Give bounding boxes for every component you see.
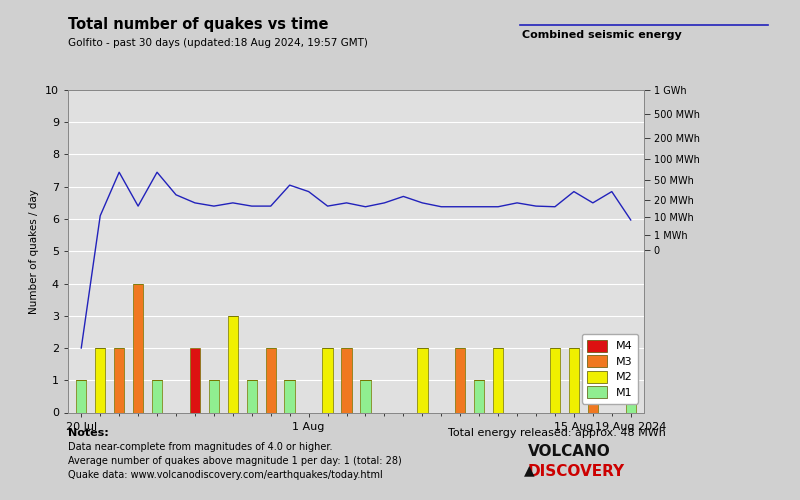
Bar [322,348,333,412]
Bar [569,348,579,412]
Text: Data near-complete from magnitudes of 4.0 or higher.: Data near-complete from magnitudes of 4.… [68,442,333,452]
Bar [190,348,200,412]
Bar [76,380,86,412]
Bar [417,348,427,412]
Bar [246,380,257,412]
Text: Quake data: www.volcanodiscovery.com/earthquakes/today.html: Quake data: www.volcanodiscovery.com/ear… [68,470,382,480]
Bar [228,316,238,412]
Bar [152,380,162,412]
Bar [493,348,503,412]
Text: Total energy released: approx. 48 MWh: Total energy released: approx. 48 MWh [448,428,666,438]
Bar [474,380,484,412]
Text: Average number of quakes above magnitude 1 per day: 1 (total: 28): Average number of quakes above magnitude… [68,456,402,466]
Bar [209,380,219,412]
Bar [550,348,560,412]
Bar [266,348,276,412]
Bar [95,348,106,412]
Text: Combined seismic energy: Combined seismic energy [522,30,682,40]
Text: Golfito - past 30 days (updated:18 Aug 2024, 19:57 GMT): Golfito - past 30 days (updated:18 Aug 2… [68,38,368,48]
Bar [114,348,124,412]
Y-axis label: Number of quakes / day: Number of quakes / day [30,189,39,314]
Bar [588,380,598,412]
Text: DISCOVERY: DISCOVERY [528,464,625,478]
Text: Notes:: Notes: [68,428,109,438]
Bar [360,380,370,412]
Bar [626,380,636,412]
Text: ▲: ▲ [524,464,534,477]
Bar [455,348,466,412]
Text: Total number of quakes vs time: Total number of quakes vs time [68,18,329,32]
Bar [342,348,352,412]
Bar [133,284,143,412]
Legend: M4, M3, M2, M1: M4, M3, M2, M1 [582,334,638,404]
Text: VOLCANO: VOLCANO [528,444,610,458]
Bar [285,380,295,412]
